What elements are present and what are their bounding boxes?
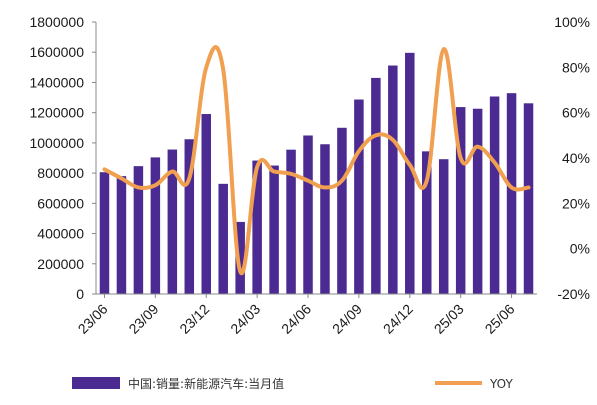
bar-24/01 [218,183,228,294]
bar-23/07 [116,176,127,294]
y-left-tick-label: 1600000 [29,44,84,60]
bar-25/02 [438,159,449,294]
bar-25/01 [422,151,432,294]
plot-area [99,45,534,295]
y-left-tick-label: 600000 [37,195,84,211]
yoy-line [102,45,531,276]
x-tick-label: 25/03 [431,301,467,337]
bar-23/12 [201,114,211,294]
bar-24/10 [371,77,381,294]
y-right-tick-label: 60% [562,105,590,121]
bar-24/04 [269,165,279,294]
bar-25/07 [523,103,534,294]
legend-bar-label: 中国:销量:新能源汽车:当月值 [128,376,284,391]
bar-24/09 [354,99,364,295]
bar-24/07 [320,144,330,294]
y-right-tick-label: 80% [562,59,590,75]
x-tick-label: 24/09 [329,301,365,337]
bar-25/03 [455,107,466,294]
x-tick-label: 23/06 [75,301,111,337]
y-right-tick-label: -20% [557,286,590,302]
x-tick-label: 24/12 [380,301,416,337]
y-left-tick-label: 400000 [37,226,84,242]
legend-bar-swatch [72,377,120,389]
y-axis-right: -20% 0% 20% 40% 60% 80% 100% [554,14,590,302]
y-left-tick-label: 0 [76,286,84,302]
y-axis-left: 0 200000 400000 600000 800000 1000000 1200000 1… [29,14,97,302]
y-left-tick-label: 1400000 [29,74,84,90]
bar-24/08 [337,127,347,294]
x-tick-label: 24/03 [227,301,263,337]
y-left-tick-label: 1000000 [29,135,84,151]
bar-23/06 [99,172,110,294]
legend: 中国:销量:新能源汽车:当月值 YOY [72,376,513,391]
bar-23/08 [133,166,144,294]
bar-25/06 [506,93,517,294]
bar-23/11 [184,139,195,294]
bar-24/02 [235,221,245,294]
y-left-tick-label: 1200000 [29,105,84,121]
x-tick-label: 25/06 [482,301,518,337]
bar-23/09 [150,157,161,294]
bar-23/10 [167,149,178,294]
bar-24/06 [303,135,313,294]
bar-24/05 [286,149,296,294]
bar-24/11 [388,65,398,295]
y-left-tick-label: 800000 [37,165,84,181]
bar-24/12 [405,52,415,294]
bar-25/04 [472,108,483,295]
y-left-tick-label: 1800000 [29,14,84,30]
y-right-tick-label: 0% [570,241,590,257]
bar-24/03 [252,160,262,294]
y-right-tick-label: 100% [554,14,590,30]
y-right-tick-label: 40% [562,150,590,166]
x-tick-label: 24/06 [278,301,314,337]
legend-line-label: YOY [489,377,513,391]
y-right-tick-label: 20% [562,195,590,211]
bar-25/05 [489,96,500,294]
x-tick-label: 23/09 [125,301,161,337]
x-axis: 23/06 23/09 23/12 24/03 24/06 24/09 24/12 25/03… [75,293,537,337]
x-tick-label: 23/12 [176,301,212,337]
y-left-tick-label: 200000 [37,256,84,272]
